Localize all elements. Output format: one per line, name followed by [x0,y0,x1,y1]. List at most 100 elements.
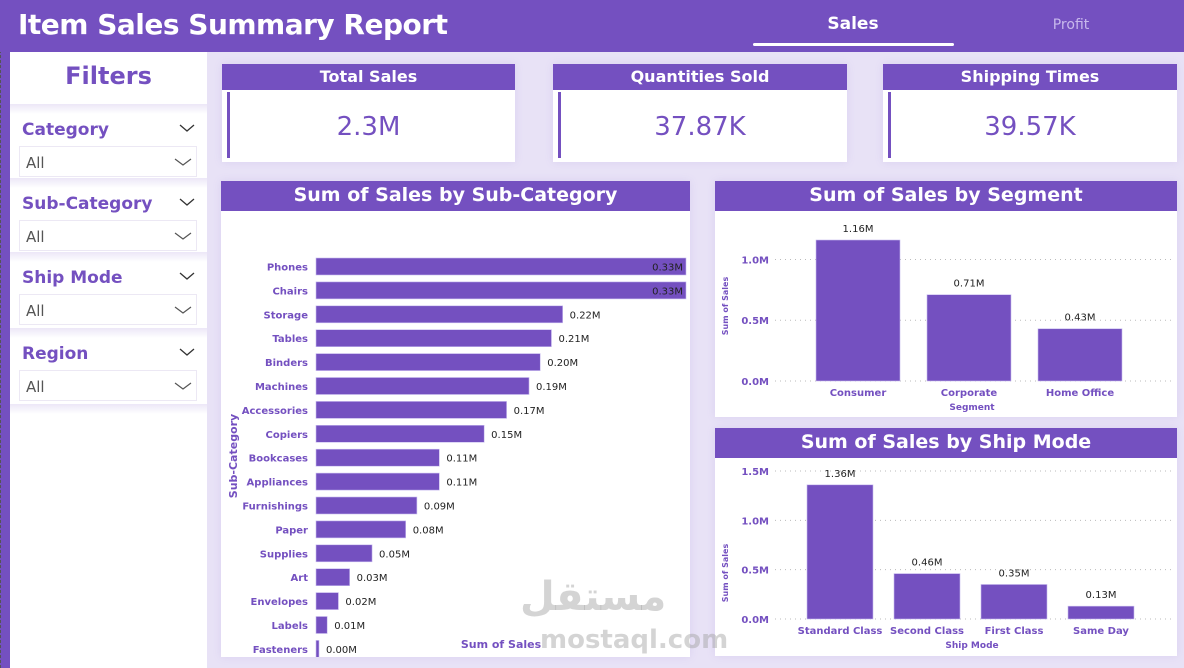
category-tick-label: Same Day [1073,626,1129,637]
tab-profit[interactable]: Profit [1052,17,1090,33]
category-tick-label: Fasteners [253,645,308,656]
data-label: 0.46M [912,558,943,569]
filter-category: Category All [10,114,207,180]
x-axis-title: Segment [949,403,995,413]
filter-label: Ship Mode [22,268,123,288]
report-title: Item Sales Summary Report [18,8,448,41]
bar [315,448,440,467]
category-tick-label: Tables [272,334,308,345]
category-tick-label: Paper [275,525,308,536]
chart-card-sub-category: Sum of Sales by Sub-Category Phones 0.33M… [221,181,690,658]
kpi-label: Quantities Sold [553,64,847,90]
data-label: 1.16M [843,224,874,235]
category-tick-label: Machines [255,382,308,393]
category-tick-label: Consumer [830,388,887,399]
category-tick-label: Chairs [272,286,308,297]
bar [315,329,552,347]
data-label: 0.33M [652,286,683,297]
filter-sub-category: Sub-Category All [10,188,207,254]
filters-panel: Filters Category All Sub-Category All Sh… [10,52,207,668]
bar [1067,605,1135,620]
kpi-accent-bar [227,92,230,158]
chevron-down-icon[interactable] [177,342,197,362]
data-label: 0.11M [446,454,477,465]
category-tick-label: Labels [272,621,308,632]
divider [10,178,207,188]
filter-ship-mode: Ship Mode All [10,262,207,328]
bar [315,353,541,371]
chevron-down-icon[interactable] [177,192,197,212]
bar [315,616,328,634]
category-tick-label: Supplies [260,549,308,560]
x-axis-title: Sum of Sales [461,638,542,651]
category-dropdown[interactable]: All [19,146,197,177]
chevron-down-icon [174,232,192,240]
filter-label: Region [22,344,89,364]
data-label: 0.21M [558,334,589,345]
chart-title: Sum of Sales by Segment [715,181,1177,211]
bar [1037,328,1123,382]
y-tick-label: 1.0M [741,255,769,266]
bar [315,377,530,395]
category-tick-label: Art [291,573,309,584]
bar [315,520,406,539]
data-label: 1.36M [825,469,856,480]
bar [315,257,687,276]
category-tick-label: Bookcases [249,454,308,465]
category-tick-label: Phones [267,263,308,274]
y-tick-label: 1.0M [741,516,769,527]
kpi-value: 37.87K [654,112,746,142]
kpi-accent-bar [888,92,891,158]
category-tick-label: Envelopes [251,597,308,608]
chart-card-segment: Sum of Sales by Segment 0.0M 0.5M 1.0M 1.16… [715,181,1177,417]
category-tick-label: First Class [985,626,1044,637]
category-tick-label: Furnishings [242,502,308,513]
filter-region: Region All [10,338,207,404]
data-label: 0.08M [413,525,444,536]
data-label: 0.15M [491,430,522,441]
kpi-value: 39.57K [984,112,1076,142]
y-tick-label: 0.0M [741,377,769,388]
active-tab-indicator [753,43,954,46]
chevron-down-icon [174,306,192,314]
data-label: 0.11M [446,478,477,489]
data-label: 0.43M [1065,313,1096,324]
kpi-accent-bar [558,92,561,158]
category-tick-label: Accessories [242,406,308,417]
sub-category-dropdown[interactable]: All [19,220,197,251]
y-axis-title: Sum of Sales [721,544,730,603]
divider [10,252,207,262]
filter-label: Category [22,120,109,140]
filters-title: Filters [65,62,152,90]
bar [315,544,373,563]
bar [315,640,320,658]
y-tick-label: 0.0M [741,615,769,626]
chevron-down-icon[interactable] [177,118,197,138]
chart-card-ship-mode: Sum of Sales by Ship Mode 0.0M 0.5M 1.0M 1.… [715,428,1177,656]
data-label: 0.03M [357,573,388,584]
region-dropdown[interactable]: All [19,370,197,401]
dropdown-value: All [26,302,45,320]
tab-sales[interactable]: Sales [827,14,879,34]
category-tick-label: Binders [265,358,308,369]
y-tick-label: 1.5M [741,467,769,478]
data-label: 0.35M [999,568,1030,579]
y-axis-title: Sum of Sales [721,277,730,336]
category-tick-label: Appliances [247,478,308,489]
left-edge-strip [0,0,10,668]
chart-title: Sum of Sales by Ship Mode [715,428,1177,458]
bar [315,401,507,419]
category-tick-label: Second Class [890,626,964,637]
chevron-down-icon[interactable] [177,266,197,286]
ship-mode-dropdown[interactable]: All [19,294,197,325]
bar [980,584,1048,620]
segment-bar-chart: 0.0M 0.5M 1.0M 1.16M Consumer 0.71M Corporate 0… [721,224,1175,413]
data-label: 0.09M [424,502,455,513]
category-tick-label: Home Office [1046,388,1115,399]
kpi-quantities-sold: Quantities Sold 37.87K [553,64,847,162]
kpi-total-sales: Total Sales 2.3M [222,64,515,162]
data-label: 0.13M [1086,590,1117,601]
bar [815,239,901,382]
data-label: 0.01M [334,621,365,632]
